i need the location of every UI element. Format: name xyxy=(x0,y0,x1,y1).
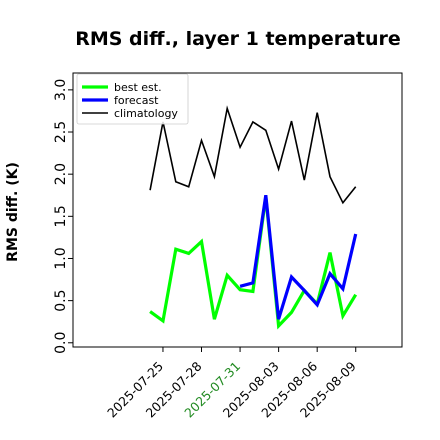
y-tick-label: 1.5 xyxy=(53,205,69,227)
y-tick-label: 1.0 xyxy=(53,247,69,269)
y-tick-label: 2.5 xyxy=(53,121,69,143)
series-layer xyxy=(149,105,358,330)
plot-frame xyxy=(72,72,403,348)
y-tick-label: 2.0 xyxy=(53,163,69,185)
y-tick-label: 0.0 xyxy=(53,332,69,354)
legend-label: forecast xyxy=(114,94,159,107)
legend-label: climatology xyxy=(114,107,178,120)
series-line-best-est xyxy=(149,196,358,330)
y-axis: 0.0 0.5 1.0 1.5 2.0 2.5 3.0 xyxy=(53,79,73,354)
y-axis-label: RMS diff. (K) xyxy=(5,162,21,262)
legend-label: best est. xyxy=(114,81,162,94)
y-tick-label: 3.0 xyxy=(53,79,69,101)
series-line-forecast xyxy=(239,194,358,320)
x-axis: 2025-07-252025-07-282025-07-312025-08-03… xyxy=(104,347,359,420)
series-line-climatology xyxy=(149,105,357,205)
chart-title: RMS diff., layer 1 temperature xyxy=(75,28,401,50)
y-tick-label: 0.5 xyxy=(53,289,69,311)
